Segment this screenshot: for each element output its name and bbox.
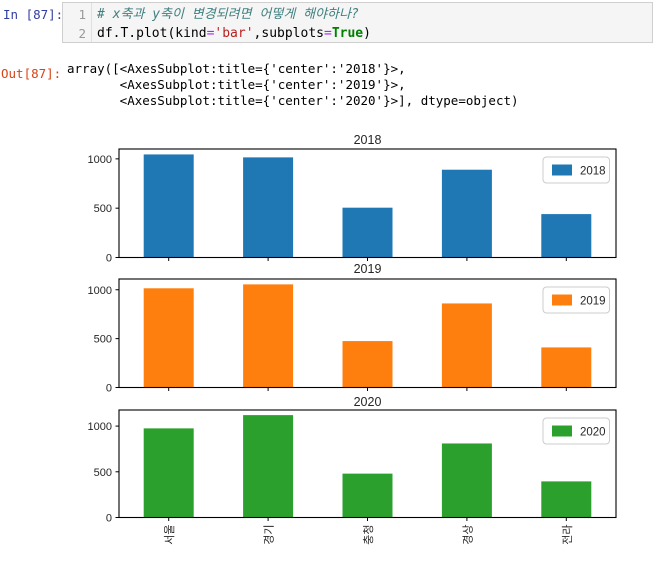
bar-서울 — [143, 428, 194, 518]
y-tick-label: 1000 — [88, 154, 112, 166]
subplot-2018: 2018 0 500 1000 2018 — [88, 133, 617, 265]
bar-충청 — [342, 341, 393, 388]
subplot-2020: 2020 0 500 1000 서울 경기 충청 경상 전라 2020 — [88, 395, 617, 545]
bar-경상 — [441, 169, 492, 258]
y-tick-label: 1000 — [88, 421, 112, 433]
bar-서울 — [143, 154, 194, 258]
legend-swatch — [552, 164, 572, 176]
legend-label: 2020 — [580, 427, 606, 439]
legend-box — [542, 417, 610, 445]
bar-충청 — [342, 473, 393, 518]
axes-frame — [118, 278, 617, 389]
y-tick-label: 500 — [94, 203, 112, 215]
cell-output-text: array([<AxesSubplot:title={'center':'201… — [67, 61, 519, 108]
code-token: df.T.plot(kind — [97, 26, 207, 41]
output-prompt: Out[87]: — [1, 66, 62, 81]
x-tick-label: 경상 — [461, 525, 474, 545]
y-tick-label: 500 — [94, 334, 112, 346]
line-number: 1 — [78, 7, 86, 22]
bar-충청 — [342, 207, 393, 258]
x-tick-label: 전라 — [561, 525, 574, 545]
bar-경상 — [441, 443, 492, 518]
bar-경상 — [441, 303, 492, 388]
code-editor[interactable]: # x축과 y축이 변경되려면 어떻게 해야하나? df.T.plot(kind… — [92, 3, 371, 42]
y-tick-label: 0 — [106, 253, 112, 265]
axes-frame — [118, 148, 617, 259]
subplot-title: 2018 — [354, 133, 382, 147]
y-tick-label: 0 — [106, 513, 112, 525]
legend-label: 2019 — [580, 296, 606, 308]
bar-전라 — [541, 347, 592, 388]
bar-경기 — [243, 284, 294, 388]
line-number: 2 — [78, 26, 86, 41]
subplot-title: 2019 — [354, 262, 382, 276]
y-tick-label: 1000 — [88, 285, 112, 297]
bar-서울 — [143, 288, 194, 388]
x-tick-label: 서울 — [163, 525, 176, 545]
x-tick-label: 충청 — [362, 525, 375, 545]
legend-label: 2018 — [580, 166, 606, 178]
bar-전라 — [541, 481, 592, 518]
code-token: = — [324, 26, 332, 41]
legend-box — [542, 156, 610, 184]
code-line-2: df.T.plot(kind='bar',subplots=True) — [97, 24, 371, 43]
code-token: ) — [363, 26, 371, 41]
code-comment-line: # x축과 y축이 변경되려면 어떻게 해야하나? — [97, 7, 359, 22]
bar-전라 — [541, 214, 592, 258]
code-token: = — [206, 26, 215, 41]
code-token: ,subplots — [253, 26, 324, 41]
y-tick-label: 0 — [106, 383, 112, 395]
subplot-2019: 2019 0 500 1000 2019 — [88, 262, 617, 395]
legend-swatch — [552, 425, 572, 437]
y-tick-label: 500 — [94, 467, 112, 479]
bar-경기 — [243, 157, 294, 258]
legend-box — [542, 286, 610, 314]
code-token: 'bar' — [214, 26, 254, 41]
axes-frame — [118, 409, 617, 519]
x-tick-label: 경기 — [263, 525, 276, 545]
code-token: True — [331, 26, 364, 41]
legend-swatch — [552, 294, 572, 306]
subplot-title: 2020 — [354, 395, 382, 409]
input-prompt: In [87]: — [3, 7, 64, 22]
bar-경기 — [243, 415, 294, 518]
